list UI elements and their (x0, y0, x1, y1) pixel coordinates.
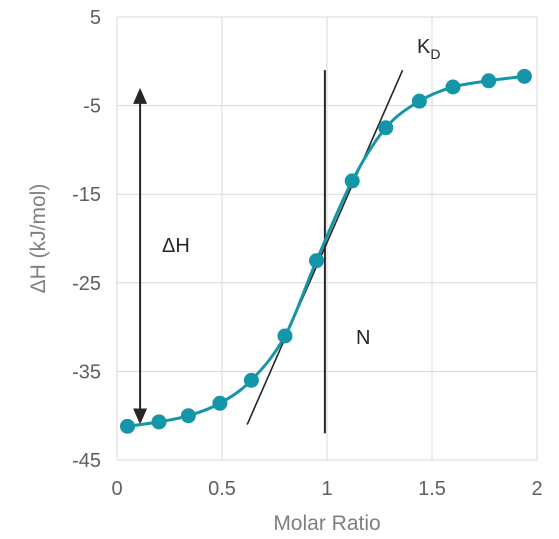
grid-lines (116, 16, 538, 461)
x-axis-label: Molar Ratio (273, 512, 380, 535)
x-tick-label-1: 0.5 (208, 478, 236, 500)
y-tick-label-3: -25 (72, 273, 101, 295)
data-point-7 (344, 173, 360, 189)
x-tick-label-3: 1.5 (418, 478, 446, 500)
x-tick-labels: 0 0.5 1 1.5 2 (111, 478, 542, 500)
data-point-9 (411, 93, 427, 109)
delta-h-arrow-head-top (133, 87, 148, 104)
data-point-4 (243, 372, 259, 388)
y-axis-label: ΔH (kJ/mol) (27, 184, 50, 294)
y-tick-label-1: -5 (83, 96, 101, 118)
y-tick-label-4: -35 (72, 361, 101, 383)
delta-h-label: ΔH (162, 235, 190, 257)
kd-tangent-line (246, 69, 404, 425)
data-point-12 (516, 68, 532, 84)
delta-h-arrow-head-bottom (133, 408, 148, 425)
data-point-3 (212, 395, 228, 411)
x-tick-label-0: 0 (111, 478, 122, 500)
data-point-6 (309, 253, 324, 269)
x-tick-label-2: 1 (321, 478, 332, 500)
data-point-5 (277, 328, 293, 344)
kd-label-subscript: D (430, 46, 440, 62)
data-point-10 (445, 79, 461, 95)
data-series (120, 68, 532, 434)
n-label: N (356, 327, 370, 349)
data-point-1 (151, 414, 167, 430)
data-point-8 (378, 120, 394, 136)
y-tick-labels: 5 -5 -15 -25 -35 -45 (72, 7, 101, 472)
data-point-2 (180, 408, 196, 424)
y-tick-label-0: 5 (90, 7, 101, 29)
annotations (133, 69, 404, 434)
x-tick-label-4: 2 (531, 478, 542, 500)
kd-label: KD (417, 36, 440, 62)
y-tick-label-5: -45 (72, 450, 101, 472)
kd-label-main: K (417, 36, 431, 58)
y-tick-label-2: -15 (72, 184, 101, 206)
data-point-11 (481, 73, 497, 89)
data-point-0 (120, 418, 135, 434)
